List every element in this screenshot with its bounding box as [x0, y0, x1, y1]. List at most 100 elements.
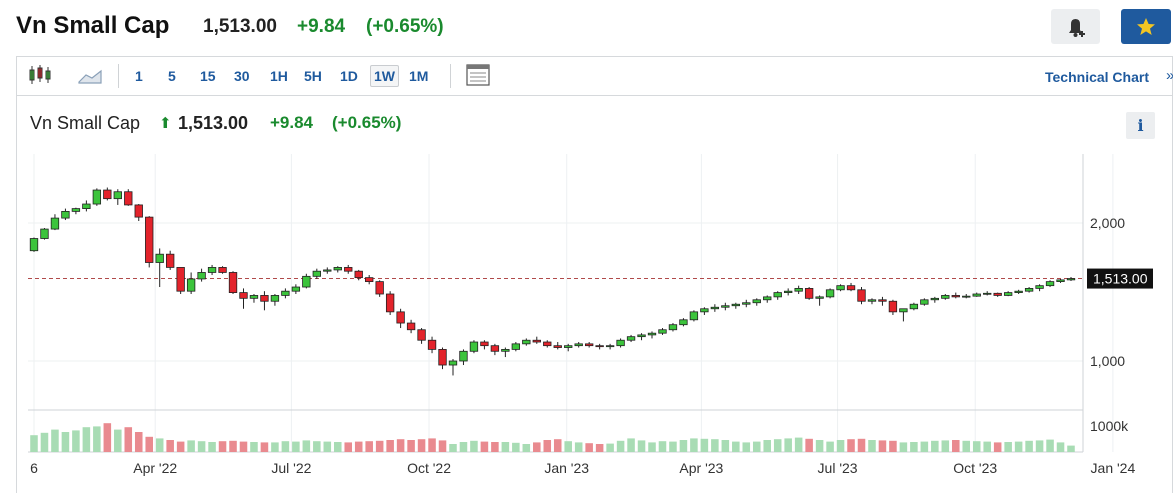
up-arrow-icon: ⬆ — [159, 115, 172, 132]
volume-bar — [386, 440, 394, 452]
candle-body — [836, 285, 845, 291]
candle-body — [365, 277, 374, 283]
add-alert-button[interactable] — [1051, 9, 1100, 44]
volume-bar — [459, 442, 468, 452]
timeframe-15[interactable]: 15 — [200, 68, 216, 84]
candle-body — [103, 189, 112, 200]
candle-body — [427, 339, 437, 350]
volume-bar — [826, 441, 834, 452]
candle-body — [417, 329, 426, 341]
candle-body — [375, 281, 384, 295]
volume-bar — [103, 423, 112, 452]
candle-body — [218, 267, 227, 273]
technical-chart-link[interactable]: Technical Chart — [1045, 69, 1149, 85]
chart-price-change-percent: (+0.65%) — [332, 113, 402, 132]
quote-header: Vn Small Cap 1,513.00 +9.84 (+0.65%) — [0, 0, 1173, 56]
volume-bar — [239, 441, 248, 452]
candle-body — [312, 270, 321, 277]
timeframe-1[interactable]: 1 — [135, 68, 143, 84]
volume-bar — [114, 429, 122, 452]
candle-body — [564, 345, 573, 348]
chart-instrument-title: Vn Small Cap — [30, 113, 141, 133]
candle-body — [689, 311, 699, 321]
candle-body — [1066, 278, 1076, 281]
candle-body — [438, 348, 447, 366]
volume-bar — [952, 440, 960, 452]
volume-bar — [145, 436, 153, 452]
volume-bar — [920, 441, 929, 452]
volume-bar — [574, 442, 583, 452]
timeframe-1h[interactable]: 1H — [270, 68, 288, 84]
candle-body — [207, 267, 217, 273]
candle-body — [595, 345, 604, 348]
star-icon — [1137, 18, 1155, 35]
volume-bar — [407, 440, 415, 452]
volume-bar — [428, 438, 436, 452]
volume-bar — [889, 440, 897, 452]
timeframe-1d[interactable]: 1D — [340, 68, 358, 84]
candle-body — [962, 295, 971, 298]
candle-body — [616, 339, 625, 347]
volume-bar — [972, 441, 981, 452]
last-price: 1,513.00 — [203, 16, 277, 37]
candle-body — [700, 308, 709, 313]
volume-bar — [218, 441, 227, 452]
volume-bar — [700, 438, 709, 452]
x-tick-label: Jul '22 — [271, 460, 311, 476]
candle-body — [406, 322, 416, 331]
volume-bar — [1056, 442, 1065, 452]
candle-body — [480, 341, 489, 347]
volume-bar — [354, 441, 363, 452]
volume-bar — [1046, 439, 1054, 452]
volume-bar — [627, 438, 635, 452]
area-chart-icon[interactable] — [76, 62, 104, 88]
candle-body — [899, 308, 908, 313]
x-tick-label: 6 — [30, 460, 38, 476]
candle-body — [501, 348, 510, 352]
candle-body — [1014, 290, 1023, 293]
toolbar-divider — [450, 64, 451, 88]
timeframe-1w[interactable]: 1W — [370, 65, 399, 87]
technical-chart-arrow[interactable]: » — [1166, 67, 1173, 84]
volume-bar — [763, 440, 772, 452]
timeframe-5h[interactable]: 5H — [304, 68, 322, 84]
volume-bar — [931, 440, 939, 452]
volume-bar — [815, 440, 824, 452]
candle-body — [920, 299, 929, 305]
volume-bar — [417, 439, 426, 452]
volume-bar — [375, 440, 384, 452]
volume-bar — [732, 441, 740, 452]
candle-body — [124, 191, 133, 206]
candle-body — [29, 238, 39, 252]
data-table-icon[interactable] — [464, 62, 492, 88]
volume-bar — [302, 440, 311, 452]
candle-body — [763, 296, 772, 301]
candle-body — [773, 292, 782, 298]
info-button[interactable]: i — [1126, 112, 1155, 139]
volume-bar — [773, 439, 782, 452]
volume-bar — [292, 441, 300, 452]
volume-bar — [229, 440, 237, 452]
watchlist-star-button[interactable] — [1121, 9, 1171, 44]
timeframe-1m[interactable]: 1M — [409, 68, 429, 84]
timeframe-5[interactable]: 5 — [168, 68, 176, 84]
volume-bar — [281, 441, 290, 452]
volume-bar — [82, 427, 91, 452]
volume-bar — [910, 442, 918, 452]
x-tick-label: Apr '22 — [133, 460, 177, 476]
volume-bar — [260, 442, 269, 452]
volume-bar — [993, 442, 1002, 452]
volume-bar — [543, 440, 552, 452]
timeframe-30[interactable]: 30 — [234, 68, 250, 84]
volume-bar — [501, 442, 510, 452]
candle-body — [804, 288, 814, 299]
candle-body — [983, 292, 992, 295]
candlestick-chart-icon[interactable] — [26, 62, 54, 88]
candle-body — [134, 204, 143, 218]
volume-bar — [176, 441, 185, 452]
x-tick-label: Oct '22 — [407, 460, 451, 476]
volume-bar — [93, 426, 101, 452]
volume-bar — [637, 440, 646, 452]
candle-body — [794, 288, 803, 292]
candle-body — [260, 295, 269, 302]
